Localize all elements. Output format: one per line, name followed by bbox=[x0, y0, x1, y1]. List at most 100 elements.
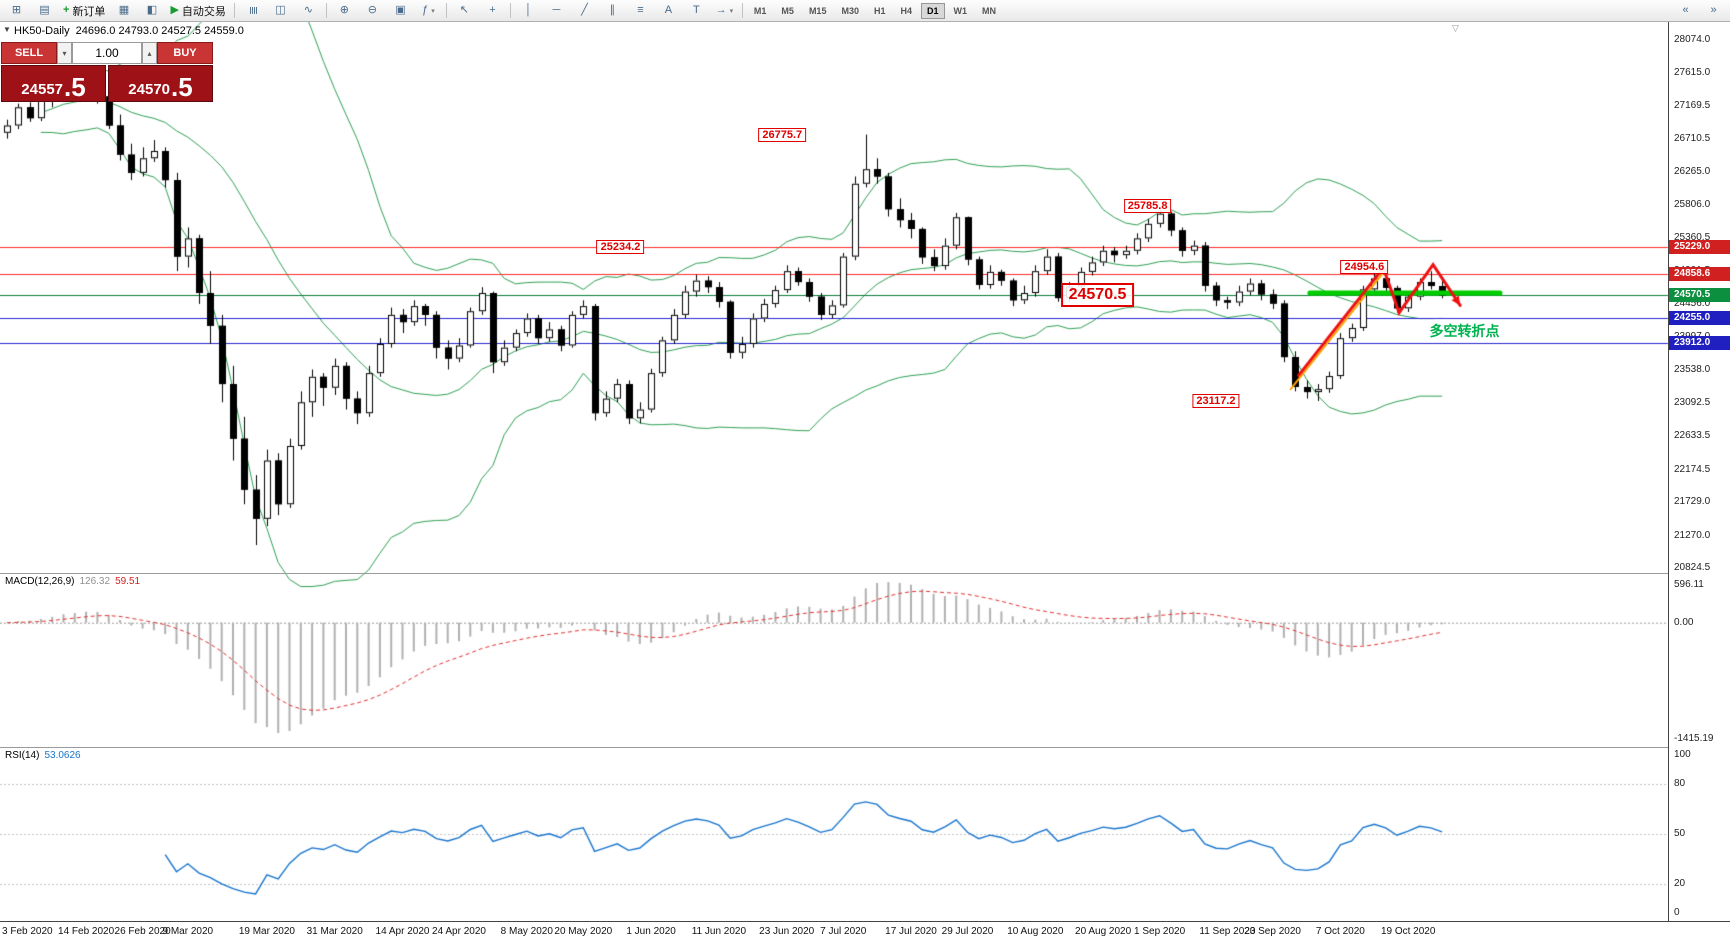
vertical-line-button[interactable]: │ bbox=[515, 1, 542, 20]
date-label: 17 Jul 2020 bbox=[885, 926, 937, 937]
rsi-indicator-label: RSI(14) 53.0626 bbox=[5, 750, 86, 761]
date-label: 19 Oct 2020 bbox=[1380, 926, 1436, 937]
oneclick-collapse-icon[interactable]: ▼ bbox=[3, 25, 11, 34]
horizontal-line-button[interactable]: ─ bbox=[543, 1, 570, 20]
price-annotation[interactable]: 23117.2 bbox=[1192, 394, 1240, 409]
horizontal-line-icon: ─ bbox=[552, 4, 561, 16]
channel-icon: ∥ bbox=[609, 4, 616, 16]
new-chart-button[interactable]: ⊞ bbox=[3, 1, 30, 20]
price-annotation[interactable]: 24570.5 bbox=[1060, 283, 1135, 308]
panel-separator-macd[interactable] bbox=[0, 573, 1730, 574]
buy-button[interactable]: BUY bbox=[157, 42, 213, 64]
sell-button[interactable]: SELL bbox=[1, 42, 57, 64]
market-watch-button[interactable]: ▦ bbox=[110, 1, 137, 20]
bar-chart-icon: ≣ bbox=[246, 5, 259, 16]
indicators-button[interactable]: ƒ ▾ bbox=[415, 1, 442, 20]
price-annotation[interactable]: 26775.7 bbox=[758, 127, 807, 142]
chart-note-text[interactable]: 多空转折点 bbox=[1429, 322, 1500, 339]
market-watch-icon: ▦ bbox=[118, 4, 130, 16]
price-annotation[interactable]: 25785.8 bbox=[1123, 198, 1172, 213]
cursor-button[interactable]: ↖ bbox=[451, 1, 478, 20]
price-tick: 21729.0 bbox=[1674, 496, 1711, 508]
candle-chart-button[interactable]: ◫ bbox=[267, 1, 294, 20]
volume-decrease-button[interactable]: ▾ bbox=[57, 42, 72, 64]
toolbar-separator bbox=[325, 3, 327, 18]
line-chart-button[interactable]: ∿ bbox=[295, 1, 322, 20]
chart-shift-icon: « bbox=[1682, 4, 1689, 16]
sell-price-main: 24557 bbox=[21, 81, 64, 98]
timeframe-w1-button[interactable]: W1 bbox=[953, 5, 968, 16]
chart-shift-marker[interactable]: ▽ bbox=[1452, 23, 1459, 33]
date-label: 20 Aug 2020 bbox=[1075, 926, 1132, 937]
timeframe-m5-button[interactable]: M5 bbox=[781, 5, 794, 16]
timeframe-d1-button[interactable]: D1 bbox=[921, 2, 945, 19]
data-window-icon: ◧ bbox=[146, 4, 158, 16]
timeframe-m30-button[interactable]: M30 bbox=[841, 5, 859, 16]
symbol-period-label: HK50-Daily bbox=[14, 25, 70, 37]
arrows-button[interactable]: → ▾ bbox=[711, 1, 738, 20]
profiles-button[interactable]: ▤ bbox=[31, 1, 58, 20]
price-annotation[interactable]: 24954.6 bbox=[1340, 259, 1389, 274]
tile-windows-icon: ▣ bbox=[395, 4, 406, 16]
one-click-trading-panel: SELL ▾ 1.00 ▴ BUY 24557.5 24570.5 bbox=[1, 42, 213, 102]
new-order-button[interactable]: + 新订单 bbox=[59, 1, 109, 20]
timeframe-mn-button[interactable]: MN bbox=[982, 5, 997, 16]
macd-axis-zero: 0.00 bbox=[1674, 616, 1694, 628]
bar-chart-button[interactable]: ≣ bbox=[239, 1, 266, 20]
crosshair-icon: + bbox=[489, 4, 496, 16]
price-tick: 23092.5 bbox=[1674, 396, 1711, 408]
zoom-out-button[interactable]: ⊖ bbox=[359, 1, 386, 20]
volume-increase-button[interactable]: ▴ bbox=[142, 42, 157, 64]
timeframe-m1-button[interactable]: M1 bbox=[753, 5, 767, 16]
fibonacci-icon: ≡ bbox=[637, 4, 644, 16]
buy-price-main: 24570 bbox=[128, 81, 171, 98]
rsi-axis-label: 100 bbox=[1674, 749, 1691, 760]
price-tick: 26710.5 bbox=[1674, 133, 1711, 145]
volume-input[interactable]: 1.00 bbox=[72, 42, 142, 64]
trendline-icon: ╱ bbox=[581, 4, 588, 16]
timeframe-h1-button[interactable]: H1 bbox=[873, 5, 886, 16]
date-label: 11 Jun 2020 bbox=[691, 926, 747, 937]
indicators-icon: ƒ bbox=[422, 4, 429, 16]
price-level-tag: 24858.6 bbox=[1669, 267, 1730, 282]
tile-windows-button[interactable]: ▣ bbox=[387, 1, 414, 20]
date-label: 1 Sep 2020 bbox=[1134, 926, 1186, 937]
data-window-button[interactable]: ◧ bbox=[138, 1, 165, 20]
date-label: 19 Mar 2020 bbox=[238, 926, 295, 937]
ohlc-values: 24696.0 24793.0 24527.5 24559.0 bbox=[75, 25, 244, 37]
price-annotation[interactable]: 25234.2 bbox=[596, 239, 645, 254]
price-level-tag: 25229.0 bbox=[1669, 240, 1730, 255]
price-axis[interactable]: 28074.0 27615.0 27169.5 26710.5 26265.0 25806… bbox=[1668, 22, 1730, 921]
price-tick: 27169.5 bbox=[1674, 99, 1711, 111]
panel-separator-rsi[interactable] bbox=[0, 747, 1730, 748]
date-label: 24 Apr 2020 bbox=[432, 926, 486, 937]
zoom-out-icon: ⊖ bbox=[367, 4, 378, 16]
macd-value-main: 126.32 bbox=[79, 576, 111, 587]
channel-button[interactable]: ∥ bbox=[599, 1, 626, 20]
timeframe-m15-button[interactable]: M15 bbox=[808, 5, 827, 16]
time-axis[interactable]: 3 Feb 2020 14 Feb 2020 26 Feb 2020 9 Mar 20… bbox=[0, 921, 1730, 944]
auto-scroll-button[interactable]: » bbox=[1700, 1, 1727, 20]
date-label: 23 Jun 2020 bbox=[759, 926, 815, 937]
toolbar-separator bbox=[233, 3, 235, 18]
sell-price-button[interactable]: 24557.5 bbox=[1, 65, 106, 102]
crosshair-button[interactable]: + bbox=[479, 1, 506, 20]
price-tick: 22633.5 bbox=[1674, 430, 1711, 442]
zoom-in-button[interactable]: ⊕ bbox=[331, 1, 358, 20]
rsi-axis-label: 80 bbox=[1674, 778, 1686, 790]
text-button[interactable]: A bbox=[655, 1, 682, 20]
date-label: 8 May 2020 bbox=[500, 926, 553, 937]
autotrading-play-icon: ▶ bbox=[170, 4, 179, 16]
timeframe-h4-button[interactable]: H4 bbox=[900, 5, 912, 16]
trendline-button[interactable]: ╱ bbox=[571, 1, 598, 20]
buy-price-button[interactable]: 24570.5 bbox=[108, 65, 213, 102]
auto-trading-button[interactable]: ▶ 自动交易 bbox=[166, 1, 229, 20]
fibonacci-button[interactable]: ≡ bbox=[627, 1, 654, 20]
chart-shift-button[interactable]: « bbox=[1672, 1, 1699, 20]
label-button[interactable]: T bbox=[683, 1, 710, 20]
dropdown-caret-icon: ▾ bbox=[729, 7, 734, 15]
label-icon: T bbox=[693, 4, 700, 16]
price-tick: 25360.5 bbox=[1674, 231, 1711, 243]
